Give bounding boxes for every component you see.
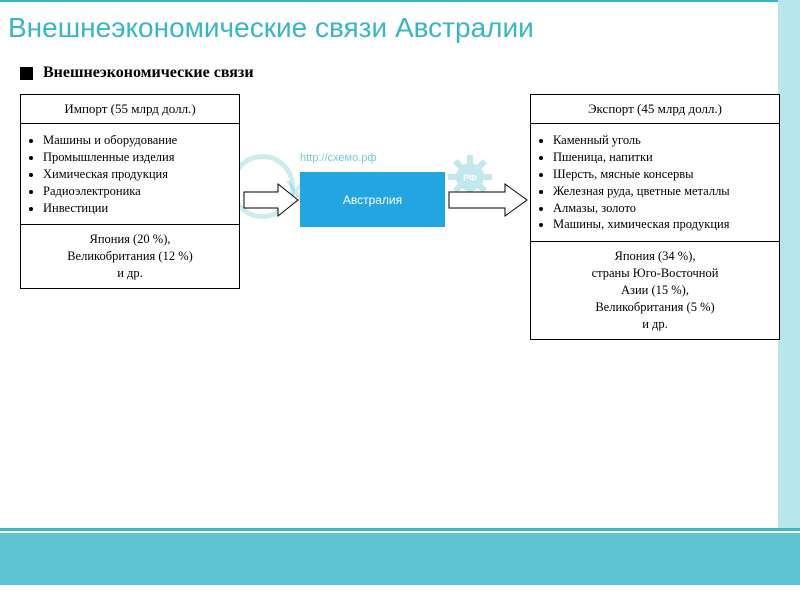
bottom-bar (0, 528, 800, 600)
list-item: Каменный уголь (553, 132, 769, 149)
list-item: Радиоэлектроника (43, 183, 229, 200)
export-header: Экспорт (45 млрд долл.) (531, 95, 779, 124)
list-item: Машины, химическая продукция (553, 216, 769, 233)
export-box: Экспорт (45 млрд долл.) Каменный уголь П… (530, 94, 780, 340)
export-list: Каменный уголь Пшеница, напитки Шерсть, … (531, 124, 779, 242)
list-item: Машины и оборудование (43, 132, 229, 149)
list-item: Инвестиции (43, 200, 229, 217)
list-item: Железная руда, цветные металлы (553, 183, 769, 200)
bullet-icon (20, 67, 33, 80)
watermark-url: http://схемо.рф (300, 152, 376, 164)
arrow-left-icon (242, 182, 300, 218)
list-item: Промышленные изделия (43, 149, 229, 166)
center-label: Австралия (343, 193, 402, 207)
arrow-right-icon (447, 182, 529, 218)
import-list: Машины и оборудование Промышленные издел… (21, 124, 239, 225)
diagram-area: хемо РФ Импорт (55 млрд долл.) Машины и … (0, 94, 800, 374)
bottom-bar-line (0, 528, 800, 531)
import-footer: Япония (20 %),Великобритания (12 %)и др. (21, 225, 239, 288)
import-box: Импорт (55 млрд долл.) Машины и оборудов… (20, 94, 240, 289)
center-country-box: Австралия (300, 172, 445, 227)
bottom-bar-main (0, 533, 800, 585)
import-header: Импорт (55 млрд долл.) (21, 95, 239, 124)
subtitle-row: Внешнеэкономические связи (0, 64, 800, 94)
list-item: Алмазы, золото (553, 200, 769, 217)
subtitle: Внешнеэкономические связи (43, 64, 254, 82)
list-item: Химическая продукция (43, 166, 229, 183)
list-item: Пшеница, напитки (553, 149, 769, 166)
export-footer: Япония (34 %),страны Юго-ВосточнойАзии (… (531, 242, 779, 338)
page-title: Внешнеэкономические связи Австралии (0, 2, 800, 64)
list-item: Шерсть, мясные консервы (553, 166, 769, 183)
